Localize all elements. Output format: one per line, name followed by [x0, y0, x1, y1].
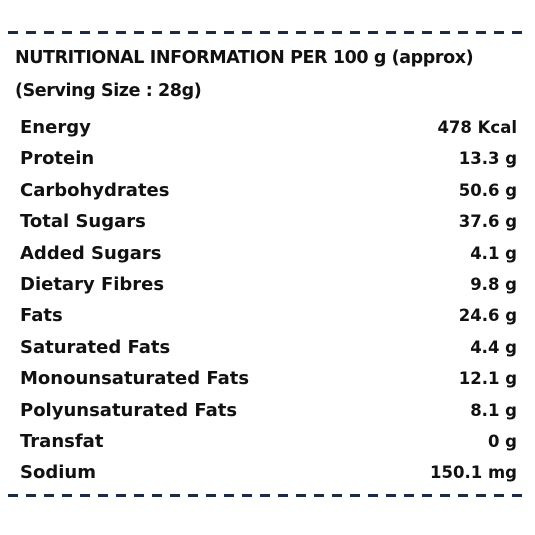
nutrient-value: 8.1 g: [470, 400, 517, 420]
bottom-dashed-divider: [8, 494, 527, 497]
nutrient-name: Total Sugars: [20, 211, 146, 233]
nutrient-value: 478 Kcal: [437, 118, 517, 137]
nutrient-value: 0 g: [487, 431, 517, 451]
nutrient-name: Dietary Fibres: [20, 273, 165, 295]
nutrient-row-energy: Energy 478 Kcal: [20, 114, 517, 145]
nutrient-name: Energy: [20, 117, 91, 138]
nutrient-row-transfat: Transfat 0 g: [20, 428, 517, 459]
nutrient-name: Polyunsaturated Fats: [20, 399, 238, 421]
nutrition-title: NUTRITIONAL INFORMATION PER 100 g (appro…: [15, 48, 474, 68]
nutrient-row-sodium: Sodium 150.1 mg: [20, 459, 517, 490]
nutrient-row-carbohydrates: Carbohydrates 50.6 g: [20, 177, 517, 208]
nutrient-value: 4.4 g: [470, 337, 517, 357]
nutrient-value: 12.1 g: [458, 369, 517, 389]
top-dashed-divider: [8, 31, 527, 34]
nutrient-value: 50.6 g: [458, 180, 517, 200]
nutrient-row-dietary-fibres: Dietary Fibres 9.8 g: [20, 271, 517, 302]
nutrient-value: 150.1 mg: [430, 463, 517, 483]
nutrient-row-polyunsaturated-fats: Polyunsaturated Fats 8.1 g: [20, 397, 517, 428]
nutrient-row-total-sugars: Total Sugars 37.6 g: [20, 208, 517, 239]
nutrient-value: 24.6 g: [458, 306, 517, 326]
nutrient-row-monounsaturated-fats: Monounsaturated Fats 12.1 g: [20, 365, 517, 396]
nutrient-value: 37.6 g: [458, 212, 517, 232]
nutrient-name: Fats: [20, 305, 63, 327]
nutrient-value: 9.8 g: [470, 274, 517, 294]
nutrient-row-fats: Fats 24.6 g: [20, 302, 517, 333]
nutrient-value: 13.3 g: [458, 149, 517, 169]
nutrient-name: Carbohydrates: [20, 179, 170, 201]
nutrient-table: Energy 478 Kcal Protein 13.3 g Carbohydr…: [20, 114, 517, 491]
nutrient-name: Monounsaturated Fats: [20, 368, 250, 390]
nutrient-row-added-sugars: Added Sugars 4.1 g: [20, 240, 517, 271]
nutrient-row-protein: Protein 13.3 g: [20, 145, 517, 176]
nutrient-value: 4.1 g: [470, 243, 517, 263]
nutrient-name: Sodium: [20, 462, 96, 484]
nutrient-name: Added Sugars: [20, 242, 162, 264]
nutrient-name: Protein: [20, 148, 95, 170]
serving-size-label: (Serving Size : 28g): [15, 81, 202, 101]
nutrient-row-saturated-fats: Saturated Fats 4.4 g: [20, 334, 517, 365]
nutrient-name: Saturated Fats: [20, 336, 171, 358]
nutrient-name: Transfat: [20, 430, 104, 452]
